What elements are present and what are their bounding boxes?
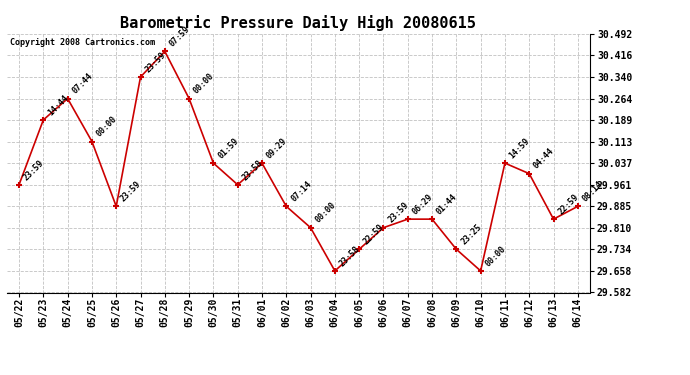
Text: 07:59: 07:59 [168,24,192,49]
Text: 07:14: 07:14 [289,180,313,204]
Text: 04:44: 04:44 [532,147,556,171]
Text: 08:14: 08:14 [580,180,604,204]
Text: 00:00: 00:00 [484,244,507,268]
Text: 23:59: 23:59 [144,50,168,74]
Text: 23:58: 23:58 [241,158,264,182]
Text: 09:29: 09:29 [265,136,289,160]
Text: Copyright 2008 Cartronics.com: Copyright 2008 Cartronics.com [10,38,155,46]
Text: 23:58: 23:58 [337,244,362,268]
Title: Barometric Pressure Daily High 20080615: Barometric Pressure Daily High 20080615 [121,15,476,31]
Text: 22:59: 22:59 [556,192,580,216]
Text: 23:59: 23:59 [386,201,411,225]
Text: 23:25: 23:25 [459,222,483,246]
Text: 01:44: 01:44 [435,192,459,216]
Text: 00:00: 00:00 [313,201,337,225]
Text: 01:59: 01:59 [216,136,240,160]
Text: 00:00: 00:00 [192,72,216,96]
Text: 23:59: 23:59 [119,180,143,204]
Text: 23:59: 23:59 [22,158,46,182]
Text: 06:29: 06:29 [411,192,435,216]
Text: 07:44: 07:44 [70,72,95,96]
Text: 14:59: 14:59 [508,136,532,160]
Text: 00:00: 00:00 [95,115,119,139]
Text: 14:44: 14:44 [46,93,70,117]
Text: 22:59: 22:59 [362,222,386,246]
